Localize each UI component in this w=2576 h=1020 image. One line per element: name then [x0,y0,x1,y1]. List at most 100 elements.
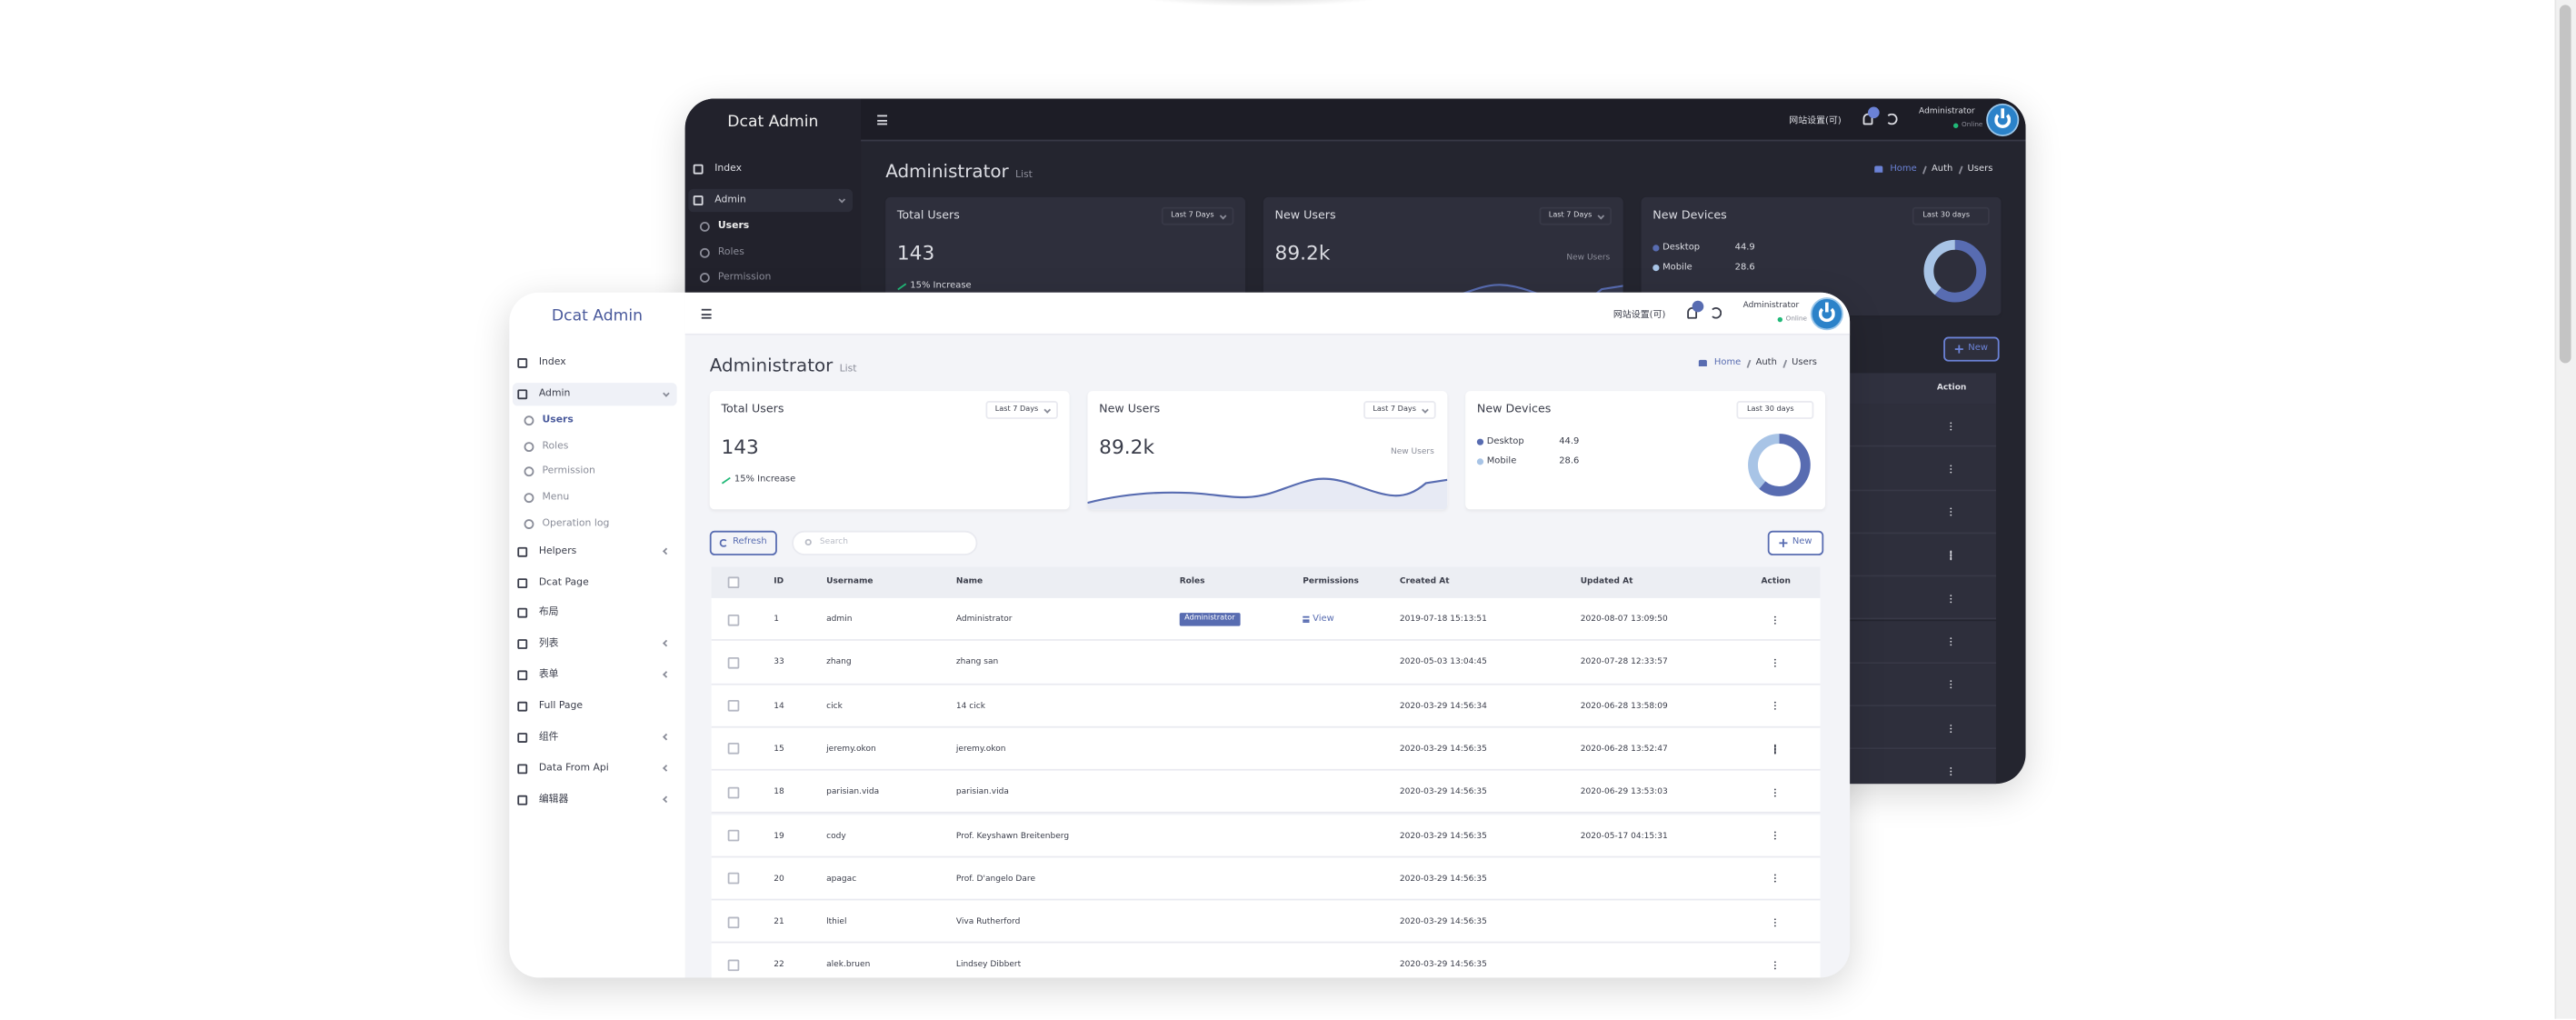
action-dot[interactable] [1950,770,1952,773]
action-dot[interactable] [1773,964,1777,966]
action-dot[interactable] [1773,921,1777,924]
action-dot[interactable] [1950,467,1952,470]
menu-item[interactable]: 编辑器 [538,793,569,805]
checkbox[interactable] [727,829,740,842]
action-dot [1773,875,1777,877]
card-filter[interactable]: Last 7 Days [1538,206,1612,225]
refresh-button[interactable]: Refresh [709,530,777,555]
menu-item[interactable]: Dcat Page [538,576,589,589]
column-header: Action [1936,383,1967,393]
menu-item[interactable]: 列表 [538,637,559,649]
new-button[interactable]: New [1767,530,1824,555]
card-filter[interactable]: Last 30 days [1737,401,1814,419]
menu-item[interactable]: Roles [717,246,744,258]
action-dot[interactable] [1950,597,1952,600]
checkbox[interactable] [727,700,740,712]
site-settings[interactable]: 网站设置(可) [1612,310,1666,321]
menu-icon [517,546,528,557]
checkbox[interactable] [727,915,740,928]
card-filter[interactable]: Last 7 Days [1363,401,1436,419]
menu-item[interactable]: Admin [538,387,571,400]
cell: admin [826,614,853,625]
breadcrumb-item[interactable]: Home [1890,164,1917,175]
menu-item[interactable]: Permission [717,271,772,283]
action-dot[interactable] [1773,618,1777,621]
action-dot[interactable] [1773,877,1777,880]
card-note: 15% Increase [910,281,972,291]
checkbox[interactable] [727,873,740,885]
donut-segment [1748,434,1811,496]
menu-item[interactable]: Admin [714,194,746,205]
card-filter[interactable]: Last 30 days [1912,206,1990,225]
menu-icon [517,578,528,589]
checkbox[interactable] [727,656,740,669]
menu-item[interactable]: Roles [542,440,569,453]
site-settings[interactable]: 网站设置(可) [1789,116,1842,127]
status-text: Online [1785,314,1807,323]
menu-item[interactable]: Full Page [538,699,584,712]
menu-item[interactable]: 表单 [538,668,559,681]
menu-icon [517,639,528,649]
chevron [1597,212,1605,220]
menu-item[interactable]: Menu [542,491,570,504]
legend-value: 28.6 [1734,263,1755,274]
card-filter[interactable]: Last 7 Days [1161,206,1234,225]
menu-item[interactable]: Operation log [542,517,610,529]
menu-item[interactable]: Users [717,220,750,232]
checkbox[interactable] [727,743,740,755]
user-name[interactable]: Administrator [1742,300,1800,311]
cell: 20 [774,874,784,885]
menu-item[interactable]: 组件 [538,731,559,743]
search-input[interactable]: Search [792,530,978,555]
menu-item[interactable]: Permission [542,465,595,477]
breadcrumb-item[interactable]: Auth [1755,358,1777,368]
action-dot[interactable] [1773,705,1777,707]
page-heading: Administrator List [710,355,857,375]
checkbox[interactable] [727,786,740,798]
menu-item[interactable]: 布局 [538,605,559,618]
action-dot [1950,514,1952,517]
card-title: New Users [1099,402,1161,416]
cell: zhang [826,657,852,668]
permission-link[interactable]: View [1313,614,1334,625]
donut [1923,239,1987,303]
new-button[interactable]: New [1943,336,2000,362]
action-dot[interactable] [1773,835,1777,837]
menu-item[interactable]: Index [538,356,566,368]
menu-icon [524,415,534,426]
menu-active-bg [512,383,677,406]
theme-toggle[interactable] [1885,113,1898,125]
menu-item[interactable]: Users [542,414,574,426]
column-header[interactable]: ID [774,576,784,587]
theme-toggle[interactable] [1710,306,1722,319]
action-dot [1773,787,1777,791]
action-dot[interactable] [1773,791,1777,794]
card-filter[interactable]: Last 7 Days [984,401,1058,419]
page-title: Administrator [885,161,1009,183]
breadcrumb-separator [1746,358,1751,367]
menu-item[interactable]: Data From Api [538,762,609,775]
action-dot[interactable] [1773,662,1777,665]
action-dot [1950,421,1952,424]
action-dot[interactable] [1950,511,1952,514]
action-dot[interactable] [1950,640,1952,644]
action-dot[interactable] [1950,726,1952,730]
scrollbar-thumb[interactable] [2559,5,2571,364]
menu-item[interactable]: Helpers [538,545,577,557]
checkbox[interactable] [727,959,740,971]
user-name[interactable]: Administrator [1919,106,1975,117]
checkbox[interactable] [727,614,740,625]
menu-item[interactable]: Index [714,162,743,175]
column-header[interactable]: Updated At [1580,576,1633,587]
breadcrumb-item[interactable]: Auth [1931,164,1953,175]
checkbox[interactable] [727,576,740,589]
action-dot[interactable] [1773,748,1777,751]
column-header: Name [955,576,983,587]
breadcrumb-item[interactable]: Home [1713,358,1742,368]
action-dot[interactable] [1950,554,1952,556]
action-dot[interactable] [1950,425,1952,427]
list-icon-bar [1303,621,1310,623]
action-dot [1773,831,1777,834]
brand: Dcat Admin [727,113,819,132]
action-dot[interactable] [1950,684,1952,686]
